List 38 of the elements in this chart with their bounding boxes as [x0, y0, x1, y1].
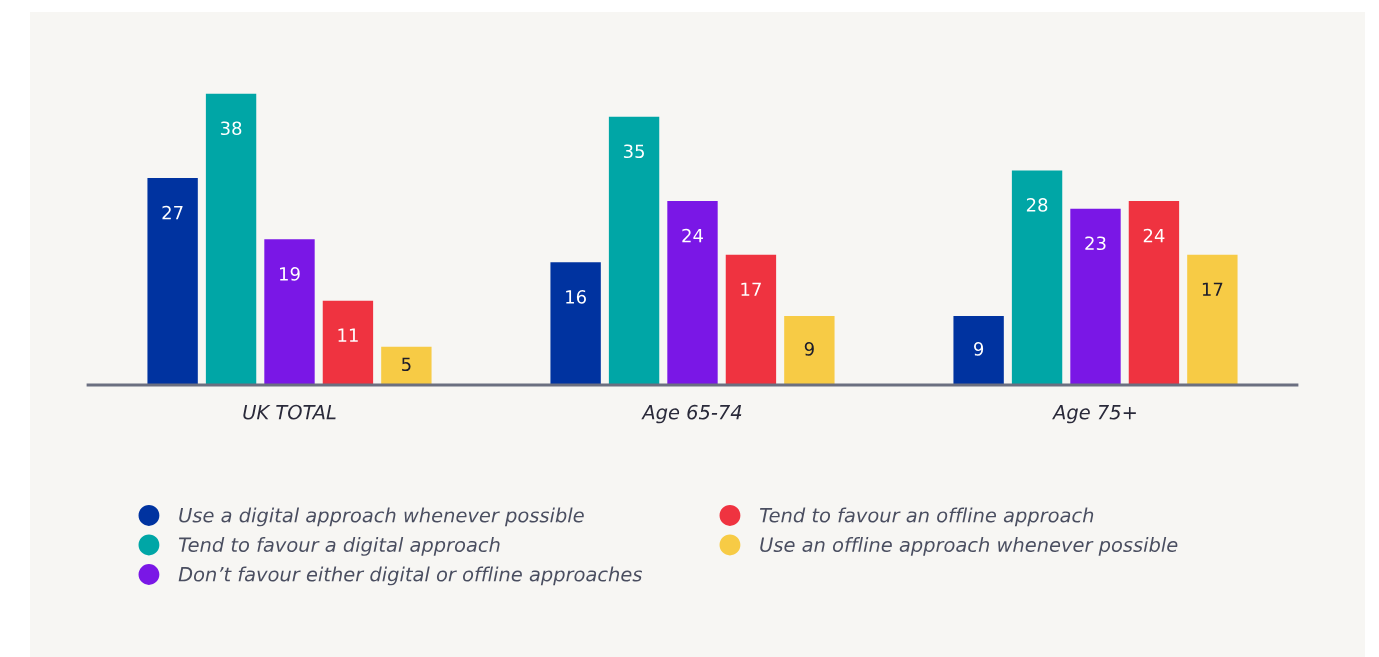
- data-label: 16: [566, 290, 586, 304]
- data-label: 28: [1026, 198, 1048, 212]
- data-label: 11: [338, 328, 358, 342]
- data-label: 5: [402, 357, 411, 372]
- bar: [608, 116, 660, 385]
- data-label: 38: [220, 121, 242, 136]
- legend-label: Tend to favour a digital approach: [178, 537, 500, 556]
- bar: [264, 239, 315, 385]
- data-label: 9: [804, 342, 814, 356]
- legend-label: Use an offline approach whenever possible: [760, 537, 1178, 556]
- data-label: 17: [741, 282, 761, 296]
- data-label: 9: [974, 342, 984, 356]
- data-label: 27: [162, 205, 183, 220]
- data-label: 24: [1143, 228, 1165, 243]
- bar: [1187, 254, 1238, 385]
- legend-label: Use a digital approach whenever possible: [179, 507, 584, 527]
- bar: [1128, 201, 1180, 385]
- data-label: 24: [682, 228, 703, 243]
- bar: [381, 346, 432, 385]
- data-label: 17: [1202, 282, 1223, 296]
- bar: [725, 254, 777, 385]
- legend-label: Tend to favour an offline approach: [759, 507, 1094, 527]
- bar: [147, 178, 198, 385]
- bar: [1011, 170, 1063, 385]
- bar: [550, 262, 601, 385]
- bar: [1070, 208, 1121, 385]
- bar: [953, 316, 1004, 385]
- bar: [205, 93, 257, 385]
- legend-label: Don’t favour either digital or offline approaches: [178, 566, 643, 586]
- x-tick-label: UK TOTAL: [243, 404, 336, 420]
- bar: [322, 300, 374, 385]
- bar: [784, 316, 835, 385]
- data-label: 19: [280, 267, 300, 281]
- x-tick-label: Age 65-74: [641, 404, 742, 424]
- data-label: 23: [1085, 236, 1106, 251]
- x-tick-label: Age 75+: [1052, 405, 1136, 424]
- bar: [667, 201, 718, 385]
- data-label: 35: [623, 144, 644, 159]
